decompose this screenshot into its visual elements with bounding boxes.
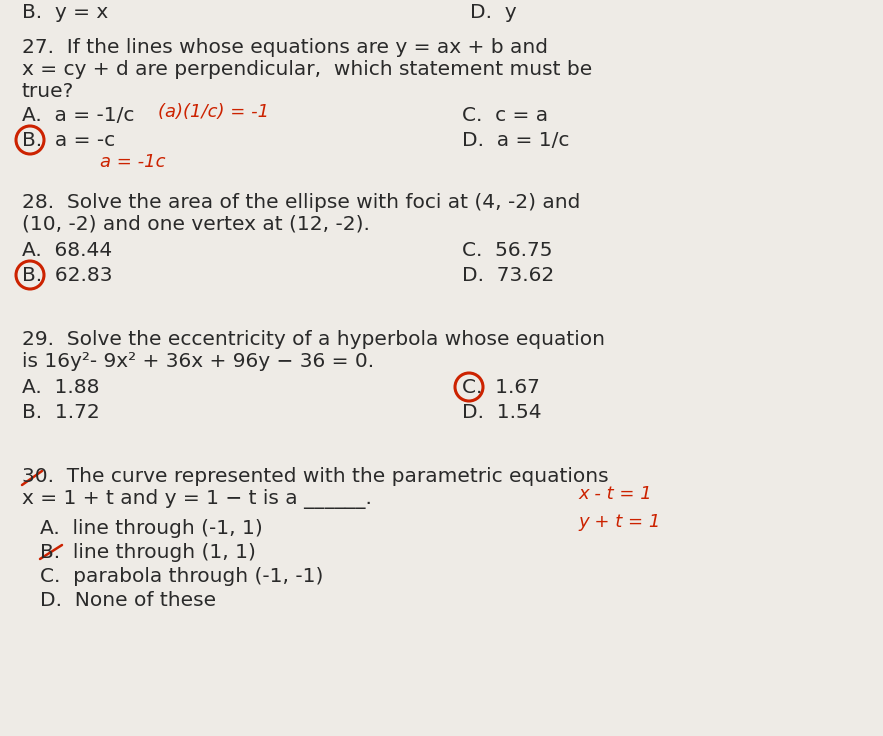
Text: y + t = 1: y + t = 1 [578,513,660,531]
Text: 29.  Solve the eccentricity of a hyperbola whose equation: 29. Solve the eccentricity of a hyperbol… [22,330,605,349]
Text: C.  parabola through (-1, -1): C. parabola through (-1, -1) [40,567,323,586]
Text: D.  1.54: D. 1.54 [462,403,541,422]
Text: (a)(1/c) = -1: (a)(1/c) = -1 [158,103,269,121]
Text: A.  line through (-1, 1): A. line through (-1, 1) [40,519,263,538]
Text: a = -1c: a = -1c [100,153,165,171]
Text: 27.  If the lines whose equations are y = ax + b and: 27. If the lines whose equations are y =… [22,38,548,57]
Text: A.  a = -1/c: A. a = -1/c [22,106,134,125]
Text: D.  y: D. y [470,3,517,22]
Text: A.  1.88: A. 1.88 [22,378,100,397]
Text: A.  68.44: A. 68.44 [22,241,112,260]
Text: C.  c = a: C. c = a [462,106,548,125]
Text: B.  a = -c: B. a = -c [22,131,115,150]
Text: D.  a = 1/c: D. a = 1/c [462,131,570,150]
Text: C.  56.75: C. 56.75 [462,241,553,260]
Text: C.  1.67: C. 1.67 [462,378,540,397]
Text: B.  y = x: B. y = x [22,3,109,22]
Text: x - t = 1: x - t = 1 [578,485,652,503]
Text: x = cy + d are perpendicular,  which statement must be: x = cy + d are perpendicular, which stat… [22,60,592,79]
Text: x = 1 + t and y = 1 − t is a ______.: x = 1 + t and y = 1 − t is a ______. [22,489,372,509]
Text: D.  None of these: D. None of these [40,591,216,610]
Text: is 16y²- 9x² + 36x + 96y − 36 = 0.: is 16y²- 9x² + 36x + 96y − 36 = 0. [22,352,374,371]
Text: B.  62.83: B. 62.83 [22,266,112,285]
Text: true?: true? [22,82,74,101]
Text: B.  line through (1, 1): B. line through (1, 1) [40,543,256,562]
Text: D.  73.62: D. 73.62 [462,266,555,285]
Text: B.  1.72: B. 1.72 [22,403,100,422]
Text: (10, -2) and one vertex at (12, -2).: (10, -2) and one vertex at (12, -2). [22,215,370,234]
Text: 28.  Solve the area of the ellipse with foci at (4, -2) and: 28. Solve the area of the ellipse with f… [22,193,580,212]
Text: 30.  The curve represented with the parametric equations: 30. The curve represented with the param… [22,467,608,486]
